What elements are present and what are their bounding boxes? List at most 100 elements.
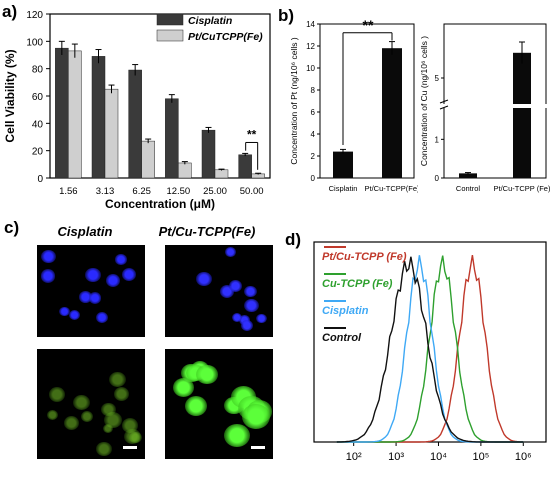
legend-label: Pt/Cu-TCPP (Fe) xyxy=(322,251,407,263)
bar xyxy=(128,69,142,179)
cell xyxy=(124,428,142,445)
cell xyxy=(96,441,112,456)
scale-bar xyxy=(251,446,265,449)
bar xyxy=(459,173,477,178)
cell xyxy=(84,267,101,282)
cell xyxy=(40,249,56,264)
x-tick-label: Cisplatin xyxy=(329,184,358,193)
cell xyxy=(68,309,80,320)
x-tick-label: 1.56 xyxy=(59,186,78,197)
cell xyxy=(40,269,56,283)
x-tick-label: 10³ xyxy=(388,451,404,463)
bar xyxy=(201,129,216,179)
micro-cisplatin-green xyxy=(37,349,145,459)
bar xyxy=(513,52,531,178)
y-tick-label: 0 xyxy=(311,174,316,183)
panel-label-a: a) xyxy=(2,2,18,21)
cell xyxy=(255,313,267,324)
micro-pt-cu-tcpp-blue xyxy=(165,245,273,337)
cell xyxy=(81,411,94,423)
panel-label-b: b) xyxy=(278,6,295,25)
x-tick-label: 25.00 xyxy=(203,186,227,197)
chart-a-cell-viability: 0 20 40 60 80 100 120 Cell Viability (%) Concent… xyxy=(3,10,271,211)
chart-b-cu-concentration: 0 1 5 Concentration of Cu (ng/10⁶ cells ) Co… xyxy=(419,23,550,193)
cell xyxy=(196,364,219,385)
cell xyxy=(240,320,253,332)
cell xyxy=(88,292,102,304)
y-tick-label: 8 xyxy=(311,86,316,95)
cell xyxy=(239,315,250,325)
legend-label: Control xyxy=(322,332,362,344)
cell xyxy=(225,247,237,257)
x-tick-label: 10⁶ xyxy=(515,451,532,463)
cell xyxy=(46,410,59,421)
bar xyxy=(382,48,402,179)
cell xyxy=(122,268,136,281)
sig-annotation: ** xyxy=(247,127,257,141)
x-tick-label: 12.50 xyxy=(166,186,190,197)
panel-label-d: d) xyxy=(285,230,302,249)
legend-swatch xyxy=(156,29,184,42)
cell xyxy=(243,298,259,313)
x-axis-label: Concentration (μM) xyxy=(105,197,215,211)
x-tick-label: 6.25 xyxy=(132,186,151,197)
y-tick-label: 0 xyxy=(37,174,43,185)
axis-break xyxy=(440,104,550,108)
micro-col-title-pt-cu-tcpp: Pt/Cu-TCPP(Fe) xyxy=(158,224,256,239)
bar xyxy=(333,151,353,178)
legend-label: Cisplatin xyxy=(322,305,369,317)
x-tick-label: Control xyxy=(456,184,481,193)
bar xyxy=(178,162,192,179)
bar xyxy=(104,88,119,179)
x-tick-label: 50.00 xyxy=(240,186,264,197)
y-tick-label: 100 xyxy=(26,37,43,48)
chart-d-flow-cytometry: 10² 10³ 10⁴ 10⁵ 10⁶ Pt/Cu-TCPP (Fe) Cu-TCPP (F… xyxy=(313,241,547,463)
cell xyxy=(113,387,130,402)
cell xyxy=(72,394,90,411)
plot-frame xyxy=(319,23,415,179)
legend-swatch xyxy=(156,13,184,26)
axis-break-mark xyxy=(439,99,449,104)
sig-annotation: ** xyxy=(363,17,374,33)
cell xyxy=(79,291,93,303)
cell xyxy=(115,254,127,265)
cell xyxy=(196,271,212,287)
bar xyxy=(68,50,82,179)
histogram-3 xyxy=(336,256,524,443)
bar xyxy=(238,154,252,179)
micro-cisplatin-blue xyxy=(37,245,145,337)
legend-label: Pt/CuTCPP(Fe) xyxy=(188,31,263,43)
x-tick-label: 10⁵ xyxy=(472,451,489,463)
x-tick-label: 10⁴ xyxy=(430,451,447,463)
panel-label-c: c) xyxy=(4,218,20,237)
cell xyxy=(106,273,121,287)
x-tick-label: 10² xyxy=(346,451,362,463)
scale-bar xyxy=(123,446,137,449)
chart-b-pt-concentration: 0 2 4 6 8 10 12 14 Concentration of Pt (ng/10⁶ c… xyxy=(289,17,418,193)
bar xyxy=(91,56,106,179)
y-tick-label: 20 xyxy=(32,147,44,158)
y-axis-label: Cell Viability (%) xyxy=(3,49,17,142)
y-tick-label: 0 xyxy=(435,174,440,183)
cell xyxy=(63,415,80,430)
bar xyxy=(165,98,179,179)
y-tick-label: 6 xyxy=(311,108,316,117)
y-tick-label: 120 xyxy=(26,10,43,21)
bar xyxy=(214,169,229,179)
cell xyxy=(231,313,242,323)
cell xyxy=(102,423,113,433)
cell xyxy=(228,279,243,292)
cell xyxy=(184,396,207,417)
cell xyxy=(109,371,127,387)
y-axis-label: Concentration of Cu (ng/10⁶ cells ) xyxy=(419,36,429,166)
bar xyxy=(141,140,155,179)
y-tick-label: 4 xyxy=(311,130,316,139)
cell xyxy=(244,285,257,297)
micro-pt-cu-tcpp-green xyxy=(165,349,273,459)
x-tick-label: 3.13 xyxy=(96,186,115,197)
cell xyxy=(224,424,251,448)
x-tick-label: Pt/Cu-TCPP(Fe) xyxy=(364,184,418,193)
y-tick-label: 2 xyxy=(311,152,316,161)
cell xyxy=(59,306,70,317)
x-tick-label: Pt/Cu-TCPP (Fe) xyxy=(494,184,550,193)
